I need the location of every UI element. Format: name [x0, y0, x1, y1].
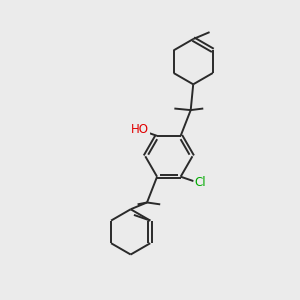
Text: Cl: Cl [195, 176, 206, 190]
Text: HO: HO [131, 123, 149, 136]
